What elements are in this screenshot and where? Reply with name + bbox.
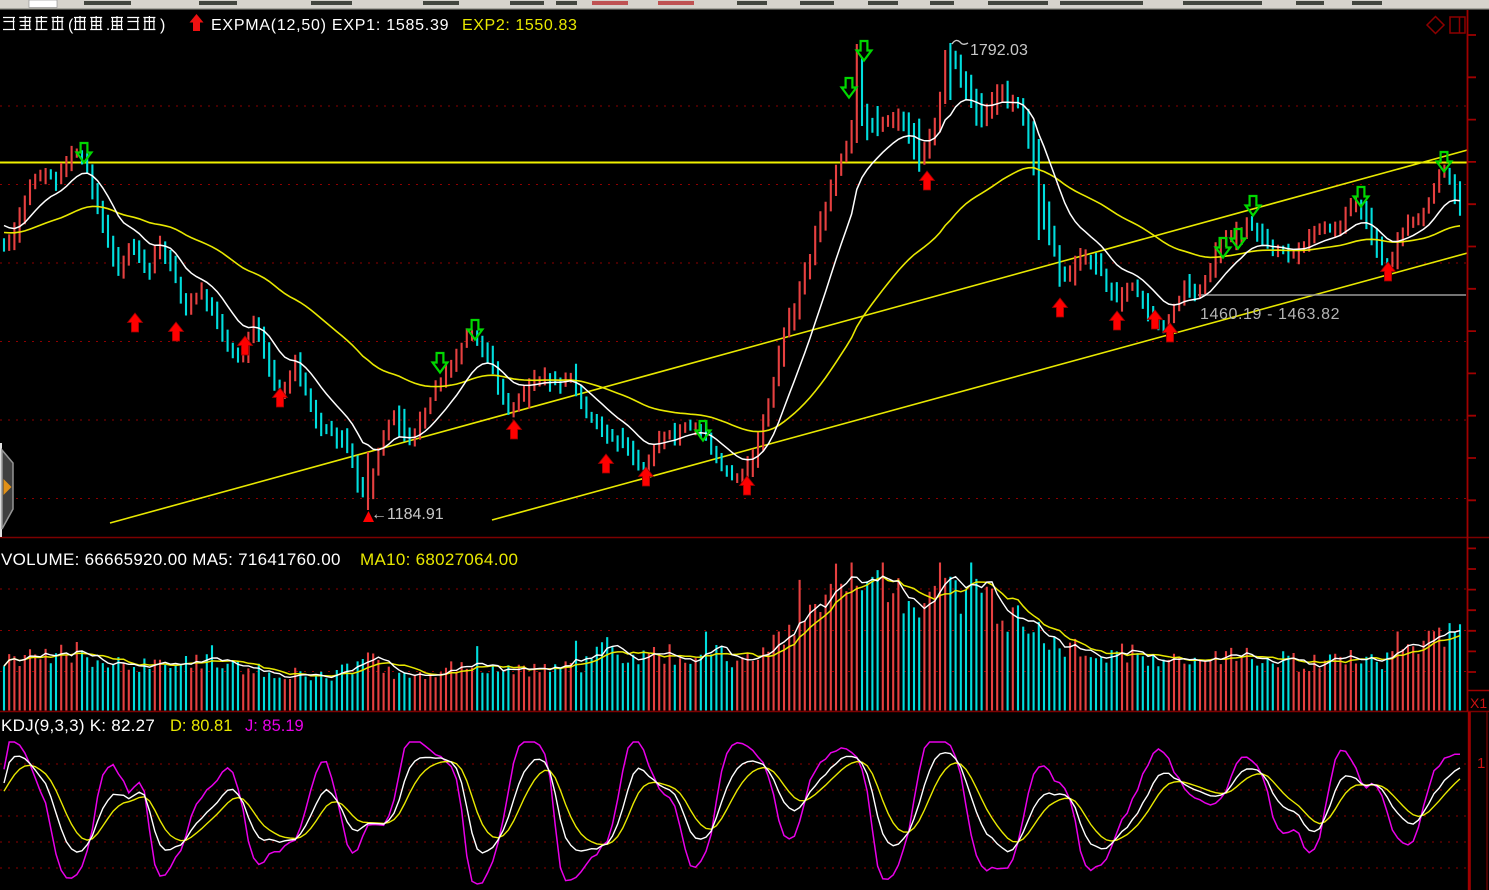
svg-text:EXP2: 1550.83: EXP2: 1550.83: [462, 17, 577, 34]
svg-text:1: 1: [1477, 755, 1485, 772]
svg-text:D: 80.81: D: 80.81: [170, 717, 232, 735]
svg-text:J: 85.19: J: 85.19: [245, 717, 304, 735]
svg-text:1460.19 - 1463.82: 1460.19 - 1463.82: [1200, 306, 1340, 323]
svg-text:MA10: 68027064.00: MA10: 68027064.00: [360, 550, 518, 569]
svg-text:1792.03: 1792.03: [970, 42, 1028, 59]
svg-text:VOLUME: 66665920.00 MA5: 7164: VOLUME: 66665920.00 MA5: 71641760.00: [1, 550, 341, 569]
svg-text:X1: X1: [1470, 695, 1487, 711]
svg-text:KDJ(9,3,3) K: 82.27: KDJ(9,3,3) K: 82.27: [1, 716, 155, 735]
svg-text:.: .: [106, 17, 110, 34]
svg-text:←1184.91: ←1184.91: [371, 506, 444, 523]
svg-text:): ): [160, 17, 165, 34]
svg-text:EXPMA(12,50) EXP1: 1585.39: EXPMA(12,50) EXP1: 1585.39: [211, 17, 449, 34]
svg-text:(: (: [68, 17, 74, 34]
